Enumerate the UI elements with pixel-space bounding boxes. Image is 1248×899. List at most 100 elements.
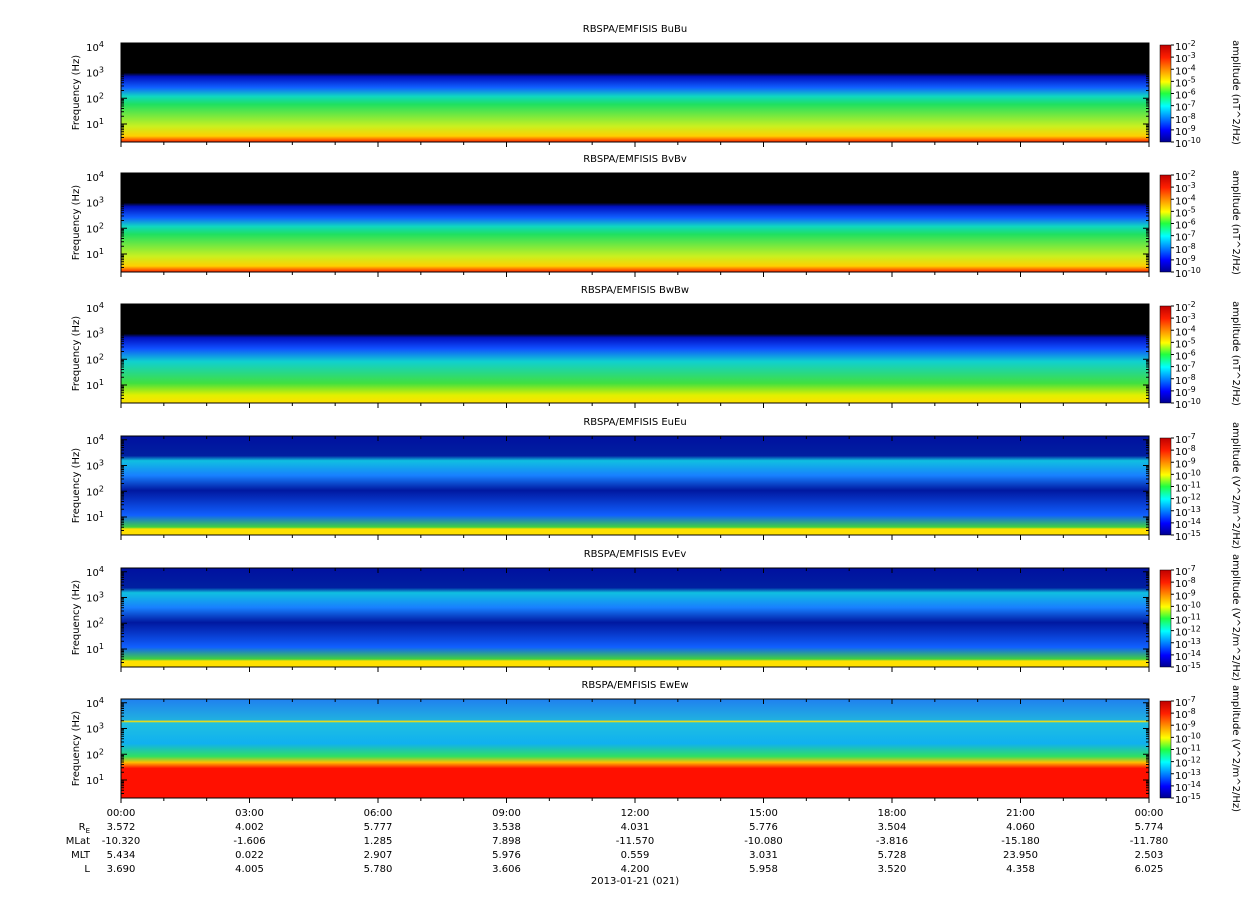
colorbar-tick-label-exponent: -14 [1188,779,1201,788]
colorbar-tick-label-exponent: -3 [1188,181,1196,190]
colorbar-tick-label-exponent: -7 [1188,99,1196,108]
y-tick-label-base: 10 [86,120,99,131]
y-axis-label: Frequency (Hz) [71,185,82,261]
y-tick-label-base: 10 [86,725,99,736]
y-tick-label-exponent: 2 [99,747,104,756]
y-tick-label-exponent: 2 [99,616,104,625]
colorbar-tick-label-base: 10 [1175,376,1188,387]
y-tick-label: 101 [86,247,104,262]
colorbar-tick-label-exponent: -7 [1188,432,1196,441]
colorbar-tick-label-exponent: -14 [1188,648,1201,657]
y-tick-label: 101 [86,510,104,525]
x-tick-label: 12:00 [621,808,650,819]
colorbar-tick-label-exponent: -11 [1188,612,1201,621]
panel-title: RBSPA/EMFISIS BuBu [583,24,687,35]
ephemeris-value: 23.950 [1003,850,1038,861]
colorbar [1159,569,1172,668]
colorbar-tick-label: 10-8 [1175,111,1196,126]
colorbar-tick-label: 10-11 [1175,480,1201,495]
colorbar-tick-label: 10-6 [1175,348,1196,363]
y-tick-label-exponent: 4 [99,432,104,441]
ephemeris-value: 5.776 [749,822,778,833]
y-tick-label-exponent: 1 [99,117,104,126]
colorbar-tick-label-exponent: -9 [1188,123,1196,132]
colorbar-tick-label: 10-12 [1175,492,1201,507]
colorbar-tick-label-base: 10 [1175,233,1188,244]
y-tick-label-exponent: 1 [99,642,104,651]
colorbar-tick-label-exponent: -7 [1188,564,1196,573]
colorbar-tick-label: 10-8 [1175,576,1196,591]
x-tick-label: 00:00 [1135,808,1164,819]
colorbar-tick-label: 10-14 [1175,779,1201,794]
colorbar-tick-label-exponent: -10 [1188,600,1201,609]
colorbar-tick-label-exponent: -10 [1188,468,1201,477]
colorbar-tick-label-exponent: -7 [1188,695,1196,704]
colorbar-tick-label-exponent: -2 [1188,300,1196,309]
panel-title: RBSPA/EMFISIS EvEv [584,549,687,560]
colorbar-tick-label-base: 10 [1175,603,1188,614]
ephemeris-row-label: MLT [71,850,91,861]
colorbar-tick-label-base: 10 [1175,172,1188,183]
y-tick-label-exponent: 3 [99,195,104,204]
colorbar-tick-label: 10-9 [1175,456,1196,471]
y-tick-label: 104 [86,432,104,447]
colorbar-tick-label: 10-7 [1175,695,1196,710]
colorbar-tick-label-exponent: -12 [1188,492,1201,501]
colorbar-tick-label: 10-7 [1175,99,1196,114]
x-tick-label: 15:00 [749,808,778,819]
ephemeris-value: -11.780 [1130,836,1169,847]
colorbar-tick-label: 10-10 [1175,397,1201,412]
colorbar-tick-label-exponent: -5 [1188,205,1196,214]
colorbar-label-group: amplitude (V^2/m^2/Hz) [1230,685,1241,812]
colorbar-tick-label-base: 10 [1175,795,1188,806]
colorbar-tick-label-base: 10 [1175,652,1188,663]
colorbar-tick-label-exponent: -10 [1188,397,1201,406]
spectrogram-image [121,173,1149,272]
colorbar-label-group: amplitude (nT^2/Hz) [1230,170,1241,275]
y-tick-label-exponent: 3 [99,721,104,730]
colorbar-tick-label: 10-14 [1175,648,1201,663]
colorbar-tick-label-base: 10 [1175,388,1188,399]
colorbar-tick-label-base: 10 [1175,66,1188,77]
ephemeris-value: 3.606 [492,864,521,875]
colorbar-label: amplitude (nT^2/Hz) [1230,170,1241,275]
y-tick-label-base: 10 [86,304,99,315]
y-tick-label: 103 [86,195,104,210]
colorbar-tick-label-base: 10 [1175,471,1188,482]
ephemeris-value: 4.200 [621,864,650,875]
y-tick-label-exponent: 4 [99,564,104,573]
colorbar-tick-label-exponent: -8 [1188,241,1196,250]
colorbar-tick-label-base: 10 [1175,496,1188,507]
panel-title: RBSPA/EMFISIS BwBw [581,285,689,296]
y-tick-label: 103 [86,65,104,80]
ephemeris-row-label: MLat [66,836,90,847]
y-tick-label-base: 10 [86,381,99,392]
colorbar-tick-label-base: 10 [1175,54,1188,65]
colorbar-tick-label-exponent: -6 [1188,217,1196,226]
colorbar [1159,174,1172,273]
x-tick-label: 06:00 [364,808,393,819]
ephemeris-value: 5.774 [1135,822,1164,833]
ephemeris-row-label-text: R [79,822,86,833]
ephemeris-value: 7.898 [492,836,521,847]
colorbar-tick-label-base: 10 [1175,196,1188,207]
colorbar-tick-label-base: 10 [1175,579,1188,590]
ephemeris-value: 4.005 [235,864,264,875]
colorbar-tick-label-base: 10 [1175,352,1188,363]
y-tick-label-exponent: 1 [99,510,104,519]
ephemeris-row-label: RE [79,822,90,835]
colorbar-tick-label-base: 10 [1175,435,1188,446]
colorbar-tick-label-exponent: -8 [1188,707,1196,716]
y-axis-label: Frequency (Hz) [71,711,82,787]
colorbar-tick-label: 10-10 [1175,600,1201,615]
y-tick-label-base: 10 [86,436,99,447]
y-tick-label-exponent: 3 [99,65,104,74]
colorbar-tick-label-exponent: -3 [1188,51,1196,60]
y-tick-label: 104 [86,695,104,710]
y-tick-label-exponent: 1 [99,378,104,387]
y-tick-label: 102 [86,747,104,762]
colorbar-tick-label: 10-2 [1175,39,1196,54]
colorbar-tick-label-base: 10 [1175,640,1188,651]
colorbar-tick-label: 10-5 [1175,75,1196,90]
colorbar-tick-label-exponent: -6 [1188,87,1196,96]
